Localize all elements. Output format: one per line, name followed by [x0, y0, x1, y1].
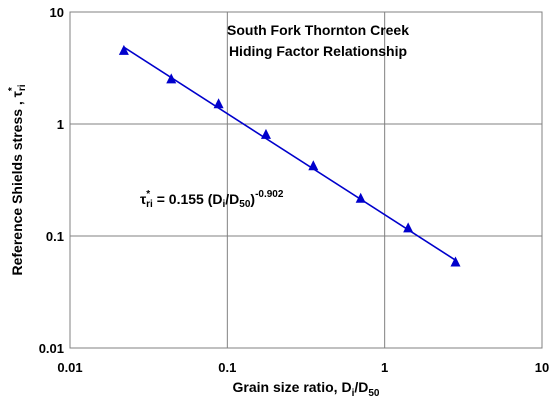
data-point-marker	[260, 128, 271, 139]
data-point-marker	[213, 98, 224, 109]
eq-close: )	[250, 191, 255, 207]
data-point-marker	[450, 256, 461, 267]
y-label-sup: *	[7, 87, 18, 91]
x-label-main: Grain size ratio, D	[233, 379, 352, 395]
tick-labels: 0.01 0.1 1 10 0.01 0.1 1 10	[39, 5, 550, 375]
y-label-sub: ri	[17, 84, 28, 91]
y-tick-label: 1	[57, 117, 64, 132]
data-point-marker	[118, 44, 129, 55]
eq-lhs-sup: *	[146, 189, 150, 200]
x-tick-label: 10	[535, 360, 549, 375]
y-axis-label: Reference Shields stress , τ*ri	[7, 84, 28, 275]
x-axis-label: Grain size ratio, Di/D50	[233, 379, 380, 399]
x-label-sub2: 50	[368, 388, 380, 399]
x-label-mid: /D	[354, 379, 368, 395]
y-label-main: Reference Shields stress , τ	[9, 90, 25, 275]
fit-line-group	[123, 46, 456, 261]
data-point-marker	[166, 73, 177, 84]
x-label-sub1: i	[352, 388, 355, 399]
fit-equation: τ* ri = 0.155 (Di/D50)-0.902	[140, 189, 284, 210]
chart-title-line-2: Hiding Factor Relationship	[229, 43, 407, 59]
gridlines	[69, 11, 543, 349]
fit-line	[123, 46, 456, 261]
data-point-marker	[403, 222, 414, 233]
data-point-marker	[355, 192, 366, 203]
eq-di-sub: i	[222, 199, 225, 210]
y-tick-label: 0.01	[39, 341, 64, 356]
plot-area-frame	[69, 11, 543, 349]
y-tick-label: 0.1	[46, 229, 64, 244]
data-point-marker	[308, 160, 319, 171]
data-markers	[118, 44, 461, 267]
x-tick-label: 0.01	[57, 360, 82, 375]
eq-lhs-sub: ri	[146, 199, 153, 210]
chart-title-line-1: South Fork Thornton Creek	[227, 22, 409, 38]
y-tick-label: 10	[50, 5, 64, 20]
eq-d50-sub: 50	[239, 199, 251, 210]
eq-exponent: -0.902	[255, 189, 284, 200]
eq-lhs: τ	[140, 191, 147, 207]
eq-body: = 0.155 (D	[153, 191, 223, 207]
eq-mid: /D	[225, 191, 239, 207]
x-tick-label: 0.1	[218, 360, 236, 375]
x-tick-label: 1	[381, 360, 388, 375]
